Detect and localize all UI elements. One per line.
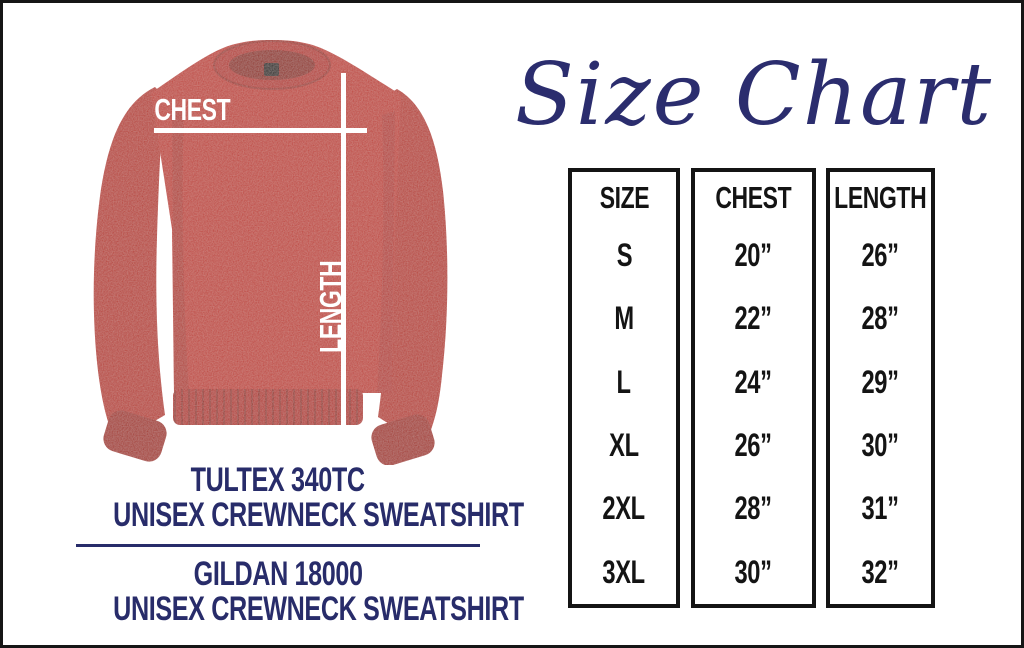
size-cell: 2XL (602, 490, 646, 527)
column-header-size: SIZE (599, 180, 649, 215)
size-cell: 3XL (602, 553, 646, 590)
chest-cell: 24” (734, 363, 773, 400)
size-table-column-chest: CHEST 20” 22” 24” 26” 28” 30” (691, 168, 816, 608)
product-titles: TULTEX 340TC UNISEX CREWNECK SWEATSHIRT … (41, 461, 524, 628)
chest-cell: 28” (734, 490, 773, 527)
length-cell: 31” (861, 490, 900, 527)
product-name-tultex: TULTEX 340TC (190, 461, 366, 499)
length-cell: 32” (861, 553, 900, 590)
length-label-text: LENGTH (313, 260, 348, 353)
product-divider (76, 544, 480, 547)
sweatshirt-illustration (51, 29, 475, 466)
chest-cell: 22” (734, 300, 773, 337)
size-cell: M (614, 300, 634, 337)
size-cell: XL (609, 427, 639, 464)
size-table-column-length: LENGTH 26” 28” 29” 30” 31” 32” (826, 168, 935, 608)
length-cell: 29” (861, 363, 900, 400)
chest-cell: 26” (734, 427, 773, 464)
length-cell: 26” (861, 237, 900, 274)
size-cell: L (616, 363, 632, 400)
page-title: Size Chart (514, 45, 994, 145)
length-cell: 28” (861, 300, 900, 337)
length-measure-line (341, 73, 346, 427)
length-label: LENGTH (313, 257, 348, 369)
chest-label: CHEST (141, 92, 241, 127)
product-style-gildan: UNISEX CREWNECK SWEATSHIRT (113, 590, 524, 628)
chest-label-text: CHEST (154, 92, 231, 127)
column-header-chest: CHEST (715, 180, 792, 215)
product-style-tultex: UNISEX CREWNECK SWEATSHIRT (113, 496, 524, 534)
sweatshirt-drawing (93, 40, 448, 466)
chest-cell: 20” (734, 237, 773, 274)
size-cell: S (616, 237, 632, 274)
length-cell: 30” (861, 427, 900, 464)
chest-measure-line (154, 128, 367, 133)
column-header-length: LENGTH (834, 180, 927, 215)
size-table-column-size: SIZE S M L XL 2XL 3XL (568, 168, 680, 608)
chest-cell: 30” (734, 553, 773, 590)
product-name-gildan: GILDAN 18000 (193, 555, 363, 593)
